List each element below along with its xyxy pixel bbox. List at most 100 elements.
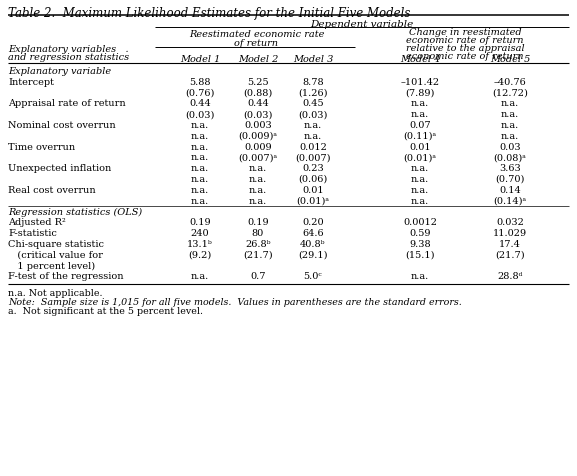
Text: (21.7): (21.7) (495, 250, 525, 259)
Text: 13.1ᵇ: 13.1ᵇ (187, 240, 213, 249)
Text: (0.007): (0.007) (295, 153, 331, 162)
Text: (12.72): (12.72) (492, 89, 528, 98)
Text: of return: of return (234, 39, 279, 48)
Text: Model 5: Model 5 (490, 55, 530, 64)
Text: Model 1: Model 1 (180, 55, 220, 64)
Text: 0.14: 0.14 (499, 186, 521, 195)
Text: Chi-square statistic: Chi-square statistic (8, 240, 104, 249)
Text: Nominal cost overrun: Nominal cost overrun (8, 121, 115, 130)
Text: Dependent variable: Dependent variable (310, 20, 414, 29)
Text: (0.70): (0.70) (495, 175, 524, 184)
Text: n.a. Not applicable.: n.a. Not applicable. (8, 289, 103, 298)
Text: 8.78: 8.78 (302, 78, 324, 87)
Text: economic rate of return: economic rate of return (406, 52, 524, 61)
Text: n.a.: n.a. (249, 164, 267, 173)
Text: (0.06): (0.06) (298, 175, 328, 184)
Text: (15.1): (15.1) (405, 250, 434, 259)
Text: n.a.: n.a. (191, 175, 209, 184)
Text: n.a.: n.a. (191, 164, 209, 173)
Text: 0.44: 0.44 (189, 99, 211, 109)
Text: n.a.: n.a. (411, 175, 429, 184)
Text: (0.007)ᵃ: (0.007)ᵃ (238, 153, 278, 162)
Text: 0.01: 0.01 (409, 143, 431, 151)
Text: 5.88: 5.88 (189, 78, 211, 87)
Text: Model 2: Model 2 (238, 55, 278, 64)
Text: 0.07: 0.07 (409, 121, 431, 130)
Text: (0.76): (0.76) (185, 89, 215, 98)
Text: 0.003: 0.003 (244, 121, 272, 130)
Text: 9.38: 9.38 (409, 240, 431, 249)
Text: Reestimated economic rate: Reestimated economic rate (189, 30, 324, 39)
Text: n.a.: n.a. (249, 175, 267, 184)
Text: Model 4: Model 4 (400, 55, 440, 64)
Text: n.a.: n.a. (249, 186, 267, 195)
Text: n.a.: n.a. (411, 99, 429, 109)
Text: 0.009: 0.009 (244, 143, 272, 151)
Text: 5.25: 5.25 (247, 78, 269, 87)
Text: 64.6: 64.6 (302, 229, 324, 238)
Text: (0.03): (0.03) (185, 110, 215, 119)
Text: Change in reestimated: Change in reestimated (409, 28, 521, 37)
Text: (0.11)ᵃ: (0.11)ᵃ (403, 132, 437, 141)
Text: 0.20: 0.20 (302, 218, 324, 227)
Text: (0.01)ᵃ: (0.01)ᵃ (403, 153, 436, 162)
Text: n.a.: n.a. (304, 121, 322, 130)
Text: (0.03): (0.03) (243, 110, 273, 119)
Text: (critical value for: (critical value for (8, 250, 103, 259)
Text: 0.45: 0.45 (302, 99, 324, 109)
Text: Time overrun: Time overrun (8, 143, 75, 151)
Text: n.a.: n.a. (191, 272, 209, 281)
Text: Intercept: Intercept (8, 78, 54, 87)
Text: 0.7: 0.7 (250, 272, 266, 281)
Text: 17.4: 17.4 (499, 240, 521, 249)
Text: Explanatory variable: Explanatory variable (8, 67, 111, 76)
Text: n.a.: n.a. (411, 164, 429, 173)
Text: 40.8ᵇ: 40.8ᵇ (300, 240, 326, 249)
Text: economic rate of return: economic rate of return (406, 36, 524, 45)
Text: –101.42: –101.42 (400, 78, 440, 87)
Text: n.a.: n.a. (411, 110, 429, 119)
Text: (0.01)ᵃ: (0.01)ᵃ (297, 197, 329, 206)
Text: n.a.: n.a. (191, 143, 209, 151)
Text: 3.63: 3.63 (499, 164, 521, 173)
Text: n.a.: n.a. (501, 121, 519, 130)
Text: (29.1): (29.1) (298, 250, 328, 259)
Text: 0.19: 0.19 (189, 218, 211, 227)
Text: n.a.: n.a. (191, 132, 209, 141)
Text: 28.8ᵈ: 28.8ᵈ (497, 272, 523, 281)
Text: Appraisal rate of return: Appraisal rate of return (8, 99, 126, 109)
Text: (1.26): (1.26) (298, 89, 328, 98)
Text: 26.8ᵇ: 26.8ᵇ (245, 240, 271, 249)
Text: relative to the appraisal: relative to the appraisal (406, 44, 524, 53)
Text: n.a.: n.a. (501, 99, 519, 109)
Text: 0.012: 0.012 (299, 143, 327, 151)
Text: Model 3: Model 3 (293, 55, 333, 64)
Text: 1 percent level): 1 percent level) (8, 261, 95, 270)
Text: Note:  Sample size is 1,015 for all five models.  Values in parentheses are the : Note: Sample size is 1,015 for all five … (8, 298, 462, 307)
Text: n.a.: n.a. (304, 132, 322, 141)
Text: 0.03: 0.03 (499, 143, 521, 151)
Text: (7.89): (7.89) (405, 89, 434, 98)
Text: 0.59: 0.59 (409, 229, 431, 238)
Text: Adjusted R²: Adjusted R² (8, 218, 66, 227)
Text: Real cost overrun: Real cost overrun (8, 186, 96, 195)
Text: n.a.: n.a. (501, 132, 519, 141)
Text: 0.0012: 0.0012 (403, 218, 437, 227)
Text: (0.14)ᵃ: (0.14)ᵃ (493, 197, 527, 206)
Text: n.a.: n.a. (249, 197, 267, 206)
Text: 0.01: 0.01 (302, 186, 324, 195)
Text: n.a.: n.a. (191, 121, 209, 130)
Text: n.a.: n.a. (501, 110, 519, 119)
Text: 0.19: 0.19 (247, 218, 269, 227)
Text: 11.029: 11.029 (493, 229, 527, 238)
Text: 0.23: 0.23 (302, 164, 324, 173)
Text: (0.009)ᵃ: (0.009)ᵃ (238, 132, 278, 141)
Text: Regression statistics (OLS): Regression statistics (OLS) (8, 208, 142, 217)
Text: 0.032: 0.032 (496, 218, 524, 227)
Text: 0.44: 0.44 (247, 99, 269, 109)
Text: (9.2): (9.2) (188, 250, 212, 259)
Text: n.a.: n.a. (411, 197, 429, 206)
Text: 80: 80 (252, 229, 264, 238)
Text: (0.08)ᵃ: (0.08)ᵃ (493, 153, 526, 162)
Text: F-statistic: F-statistic (8, 229, 57, 238)
